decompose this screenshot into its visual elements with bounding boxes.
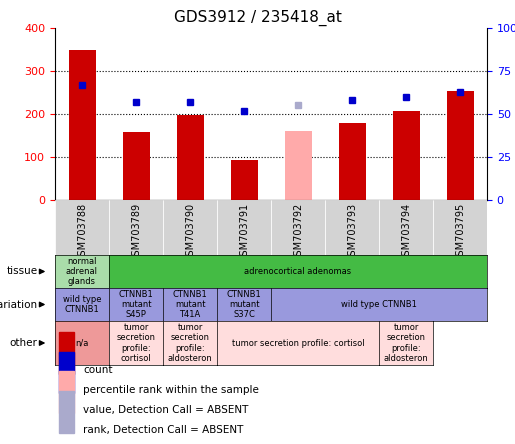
- Text: percentile rank within the sample: percentile rank within the sample: [83, 385, 259, 395]
- Text: tumor
secretion
profile:
cortisol: tumor secretion profile: cortisol: [116, 323, 156, 363]
- FancyBboxPatch shape: [271, 200, 325, 255]
- FancyBboxPatch shape: [217, 200, 271, 255]
- Text: wild type CTNNB1: wild type CTNNB1: [341, 300, 417, 309]
- Text: CTNNB1
mutant
S37C: CTNNB1 mutant S37C: [227, 289, 262, 319]
- Bar: [123, 132, 149, 200]
- Bar: [177, 115, 203, 200]
- Bar: [59, 391, 75, 433]
- Text: GSM703788: GSM703788: [77, 203, 87, 262]
- Bar: [59, 332, 75, 373]
- Bar: [68, 50, 95, 200]
- Text: adrenocortical adenomas: adrenocortical adenomas: [245, 267, 352, 276]
- Text: GSM703794: GSM703794: [401, 203, 411, 262]
- Text: GSM703790: GSM703790: [185, 203, 195, 262]
- FancyBboxPatch shape: [109, 200, 163, 255]
- Text: tumor
secretion
profile:
aldosteron: tumor secretion profile: aldosteron: [167, 323, 212, 363]
- Text: tumor secretion profile: cortisol: tumor secretion profile: cortisol: [232, 338, 364, 348]
- Text: wild type
CTNNB1: wild type CTNNB1: [63, 295, 101, 314]
- Text: GSM703791: GSM703791: [239, 203, 249, 262]
- Text: tumor
secretion
profile:
aldosteron: tumor secretion profile: aldosteron: [384, 323, 428, 363]
- Text: genotype/variation: genotype/variation: [0, 300, 38, 309]
- Text: GDS3912 / 235418_at: GDS3912 / 235418_at: [174, 10, 341, 26]
- Text: rank, Detection Call = ABSENT: rank, Detection Call = ABSENT: [83, 424, 244, 435]
- Text: count: count: [83, 365, 113, 376]
- FancyBboxPatch shape: [433, 200, 487, 255]
- Text: GSM703792: GSM703792: [293, 203, 303, 262]
- Bar: [59, 372, 75, 413]
- FancyBboxPatch shape: [163, 200, 217, 255]
- Text: n/a: n/a: [75, 338, 89, 348]
- FancyBboxPatch shape: [325, 200, 379, 255]
- Bar: [59, 352, 75, 393]
- FancyBboxPatch shape: [379, 200, 433, 255]
- Text: GSM703795: GSM703795: [455, 203, 465, 262]
- Text: GSM703793: GSM703793: [347, 203, 357, 262]
- Bar: [284, 131, 312, 200]
- Bar: [231, 160, 258, 200]
- Text: CTNNB1
mutant
S45P: CTNNB1 mutant S45P: [118, 289, 153, 319]
- Bar: [392, 111, 420, 200]
- Text: GSM703789: GSM703789: [131, 203, 141, 262]
- Text: value, Detection Call = ABSENT: value, Detection Call = ABSENT: [83, 405, 248, 415]
- Text: other: other: [10, 338, 38, 348]
- Text: normal
adrenal
glands: normal adrenal glands: [66, 257, 98, 286]
- Text: tissue: tissue: [7, 266, 38, 277]
- Bar: [338, 123, 366, 200]
- FancyBboxPatch shape: [55, 200, 109, 255]
- Bar: [447, 91, 473, 200]
- Text: CTNNB1
mutant
T41A: CTNNB1 mutant T41A: [173, 289, 208, 319]
